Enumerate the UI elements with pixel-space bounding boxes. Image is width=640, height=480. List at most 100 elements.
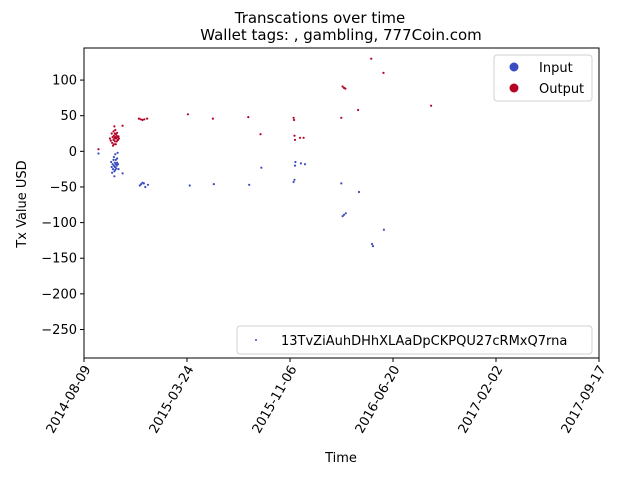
input-point: [114, 153, 117, 156]
input-point: [344, 212, 347, 215]
y-axis: 100 50 0 −50 −100 −150 −200 −250: [41, 74, 84, 338]
output-point: [121, 124, 124, 127]
x-axis: 2014-08-09 2015-03-24 2015-11-06 2016-06-20…: [44, 358, 610, 436]
input-point: [293, 178, 296, 181]
y-tick-label: −150: [41, 252, 77, 267]
output-point: [137, 117, 140, 120]
output-point: [357, 108, 360, 112]
input-point: [116, 163, 120, 166]
y-tick-label: −100: [41, 216, 77, 231]
legend-frame: [493, 54, 593, 102]
output-point: [259, 133, 262, 136]
input-point: [138, 184, 141, 187]
plot-area: [83, 47, 600, 359]
input-point: [117, 168, 120, 171]
output-point: [117, 137, 120, 140]
output-point: [247, 116, 250, 119]
input-point: [140, 183, 143, 186]
output-point: [116, 131, 119, 134]
input-point: [248, 183, 251, 186]
input-point: [299, 162, 302, 165]
x-tick-label: 2015-03-24: [147, 363, 198, 436]
legend-top-right: Input Output: [493, 54, 593, 102]
output-point: [341, 85, 344, 88]
y-tick-label: −50: [50, 180, 77, 195]
legend-label-address: 13TvZiAuhDHhXLAaDpCKPQU27cRMxQ7rna: [281, 334, 567, 349]
x-tick-label: 2017-09-17: [559, 363, 610, 436]
chart-title: Transcations over time: [234, 9, 406, 27]
input-point: [371, 242, 374, 246]
output-point: [139, 118, 142, 121]
input-point: [293, 164, 297, 167]
output-point: [146, 117, 149, 120]
input-point: [292, 180, 295, 184]
input-point: [111, 163, 114, 166]
input-point: [371, 245, 375, 248]
output-point: [344, 87, 347, 90]
legend-label-output: Output: [539, 82, 584, 97]
output-point: [293, 134, 296, 137]
output-point: [141, 118, 144, 122]
output-point: [340, 116, 343, 119]
output-point: [97, 148, 100, 151]
input-point: [260, 166, 263, 169]
data-points: [97, 57, 433, 248]
input-point: [382, 228, 385, 231]
legend-marker-output: [509, 83, 519, 93]
y-tick-label: 100: [52, 74, 77, 89]
input-point: [357, 190, 361, 194]
input-point: [142, 182, 145, 185]
legend-label-input: Input: [539, 61, 573, 76]
plot-frame: [83, 47, 600, 359]
y-tick-label: −250: [41, 323, 77, 338]
output-point: [108, 137, 111, 140]
output-point: [302, 136, 305, 139]
input-point: [112, 158, 115, 161]
output-point: [114, 143, 117, 146]
output-point: [293, 118, 296, 122]
input-point: [116, 151, 119, 154]
output-point: [109, 139, 112, 142]
x-axis-label: Time: [324, 451, 357, 466]
output-point: [293, 138, 297, 141]
x-tick-label: 2014-08-09: [44, 363, 95, 436]
input-point: [342, 213, 346, 216]
input-point: [97, 152, 100, 155]
output-point: [382, 71, 385, 74]
x-tick-label: 2017-02-02: [456, 363, 507, 436]
input-point: [112, 155, 115, 159]
x-tick-label: 2016-06-20: [353, 363, 404, 436]
output-point: [117, 135, 120, 138]
y-tick-label: −200: [41, 287, 77, 302]
input-point: [111, 171, 114, 174]
output-point: [113, 125, 116, 128]
input-point: [146, 183, 150, 186]
input-point: [111, 168, 115, 171]
output-point: [115, 140, 118, 143]
output-point: [115, 137, 118, 140]
input-point: [294, 160, 297, 164]
output-point: [113, 140, 116, 143]
y-axis-label: Tx Value USD: [15, 160, 30, 248]
input-point: [110, 160, 113, 164]
output-point: [298, 136, 302, 139]
output-point: [292, 116, 295, 119]
output-point: [111, 141, 114, 144]
output-point: [143, 118, 146, 121]
input-point: [114, 158, 117, 161]
input-point: [116, 157, 119, 160]
input-point: [113, 165, 116, 169]
input-point: [340, 182, 343, 185]
input-point: [115, 164, 118, 167]
input-point: [110, 165, 113, 169]
input-point: [121, 172, 124, 175]
y-tick-label: 50: [60, 109, 77, 124]
output-point: [186, 113, 189, 116]
output-point: [114, 128, 117, 132]
output-point: [430, 104, 433, 107]
legend-frame-bottom: [236, 325, 593, 355]
output-point: [112, 130, 115, 133]
input-point: [188, 184, 191, 187]
output-point: [112, 143, 115, 146]
